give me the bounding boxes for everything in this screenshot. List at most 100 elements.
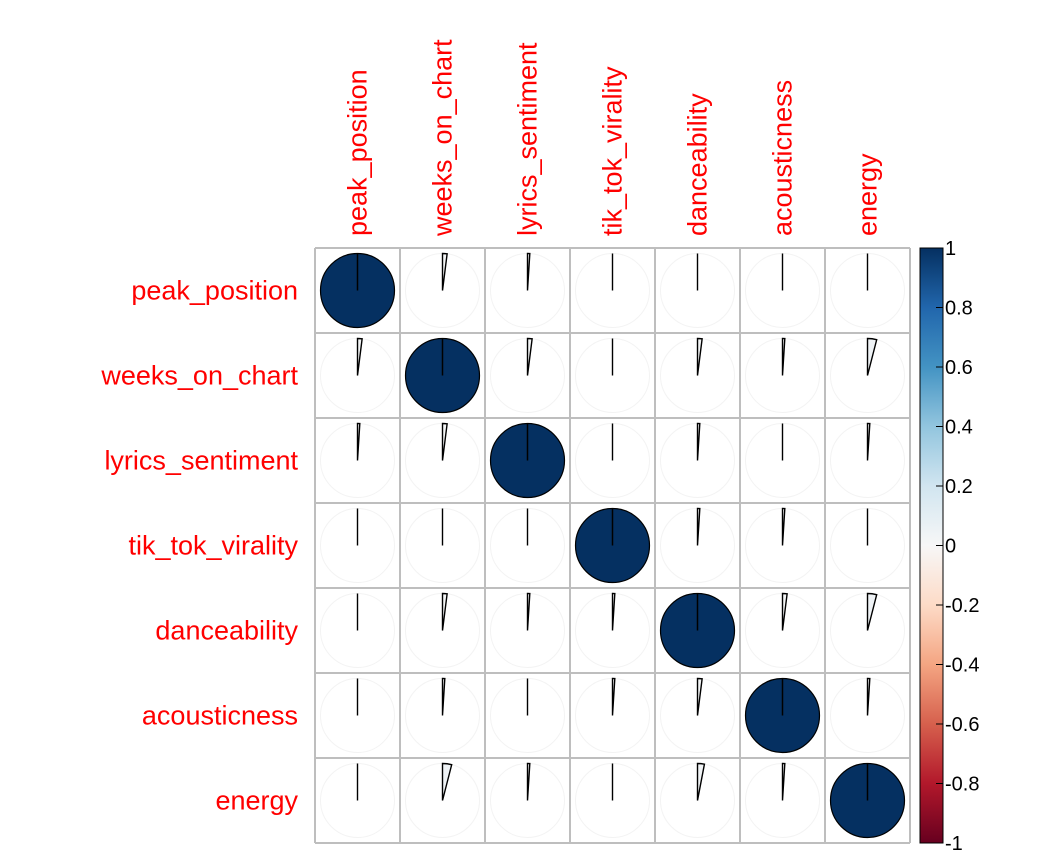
- pie-mark: [441, 592, 448, 631]
- matrix-cell: [660, 507, 735, 583]
- row-label: tik_tok_virality: [128, 531, 298, 561]
- pie-mark: [866, 422, 871, 461]
- column-label: weeks_on_chart: [428, 39, 458, 237]
- matrix-cell: [490, 592, 565, 668]
- matrix-cell: [660, 253, 735, 328]
- colorbar-tick-label: 0.4: [945, 417, 973, 439]
- colorbar-tick-label: -0.2: [945, 595, 979, 617]
- matrix-cell: [319, 252, 396, 329]
- matrix-cell: [745, 253, 820, 328]
- matrix-cell: [830, 508, 905, 583]
- matrix-cell: [660, 337, 735, 413]
- matrix-cell: [320, 763, 395, 838]
- matrix-cell: [404, 337, 481, 414]
- matrix-cell: [660, 762, 735, 838]
- matrix-cell: [829, 762, 906, 839]
- matrix-cell: [575, 592, 650, 668]
- matrix-cell: [405, 508, 480, 583]
- pie-mark: [441, 422, 448, 461]
- pie-mark: [356, 422, 361, 461]
- matrix-cell: [490, 337, 565, 413]
- pie-mark: [781, 762, 786, 801]
- pie-mark: [696, 507, 701, 546]
- matrix-cell: [320, 593, 395, 668]
- pie-mark: [696, 762, 706, 801]
- colorbar-tick-label: 0: [945, 536, 956, 558]
- matrix-cell: [490, 678, 565, 753]
- matrix-cell: [320, 337, 395, 413]
- colorbar-tick-label: 1: [945, 238, 956, 260]
- colorbar-tick-label: -0.4: [945, 655, 979, 677]
- matrix-cell: [659, 592, 736, 669]
- pie-mark: [526, 337, 533, 376]
- matrix-cell: [830, 677, 905, 753]
- matrix-cell: [405, 762, 480, 838]
- matrix-cell: [490, 508, 565, 583]
- column-label: peak_position: [343, 69, 373, 236]
- pie-mark: [696, 337, 703, 376]
- pie-mark: [866, 592, 878, 631]
- pie-mark: [441, 762, 453, 801]
- matrix-cell: [745, 762, 820, 838]
- row-label: acousticness: [142, 701, 298, 731]
- matrix-cell: [744, 677, 821, 754]
- matrix-cell: [490, 762, 565, 838]
- matrix-cell: [830, 337, 905, 413]
- matrix-cell: [575, 253, 650, 328]
- matrix-cell: [405, 677, 480, 753]
- matrix-cell: [575, 423, 650, 498]
- matrix-cell: [489, 422, 566, 499]
- matrix-cell: [320, 422, 395, 498]
- pie-mark: [526, 252, 531, 291]
- matrix-cell: [745, 337, 820, 413]
- row-label: energy: [215, 786, 298, 816]
- pie-mark: [781, 592, 788, 631]
- matrix-cell: [830, 592, 905, 668]
- column-label: tik_tok_virality: [598, 66, 628, 236]
- pie-mark: [696, 677, 703, 716]
- pie-mark: [441, 677, 446, 716]
- matrix-cell: [575, 763, 650, 838]
- colorbar-tick-label: 0.6: [945, 357, 973, 379]
- pie-mark: [866, 677, 871, 716]
- matrix-cell: [574, 507, 651, 584]
- pie-mark: [526, 592, 531, 631]
- colorbar-tick-label: -0.6: [945, 714, 979, 736]
- column-label: danceability: [683, 93, 713, 236]
- matrix-cell: [405, 592, 480, 668]
- pie-mark: [781, 507, 786, 546]
- matrix-cell: [405, 252, 480, 328]
- pie-mark: [611, 677, 616, 716]
- pie-mark: [696, 422, 701, 461]
- matrix-cell: [660, 422, 735, 498]
- colorbar-tick-label: 0.2: [945, 476, 973, 498]
- matrix-cell: [575, 338, 650, 413]
- column-label: lyrics_sentiment: [513, 42, 543, 236]
- pie-mark: [781, 337, 786, 376]
- pie-mark: [611, 592, 616, 631]
- matrix-cell: [745, 592, 820, 668]
- matrix-cell: [745, 423, 820, 498]
- matrix-cell: [320, 508, 395, 583]
- row-label: weeks_on_chart: [100, 361, 298, 391]
- colorbar-tick-label: -1: [945, 833, 963, 855]
- matrix-cell: [830, 253, 905, 328]
- matrix-cell: [830, 422, 905, 498]
- pie-mark: [526, 762, 531, 801]
- colorbar-tick-label: -0.8: [945, 774, 979, 796]
- pie-mark: [441, 252, 448, 291]
- matrix-cell: [575, 677, 650, 753]
- row-label: peak_position: [131, 276, 298, 306]
- matrix-cell: [490, 252, 565, 328]
- matrix-cell: [745, 507, 820, 583]
- matrix-cell: [320, 678, 395, 753]
- pie-mark: [866, 337, 878, 376]
- row-label: danceability: [155, 616, 298, 646]
- matrix-cell: [660, 677, 735, 753]
- column-label: energy: [853, 153, 883, 236]
- pie-mark: [356, 337, 363, 376]
- column-label: acousticness: [768, 80, 798, 236]
- row-label: lyrics_sentiment: [104, 446, 298, 476]
